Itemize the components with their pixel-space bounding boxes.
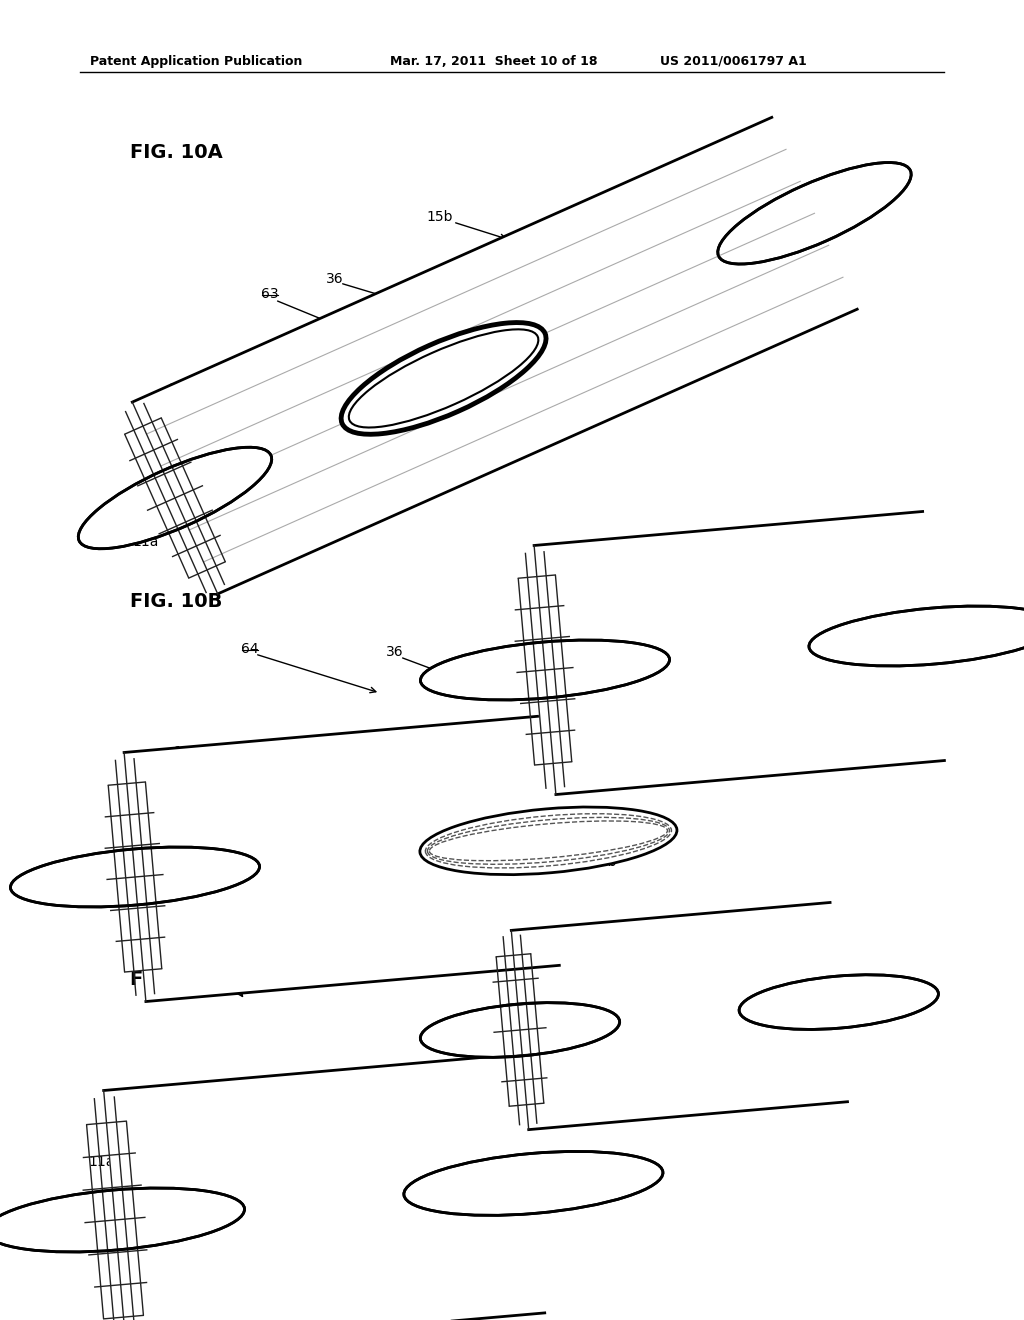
- Text: 11b: 11b: [750, 213, 776, 227]
- Text: FIG. 10A: FIG. 10A: [130, 143, 223, 162]
- Ellipse shape: [341, 322, 546, 434]
- Text: 64: 64: [242, 642, 259, 656]
- Ellipse shape: [421, 1003, 620, 1057]
- Polygon shape: [124, 717, 559, 1002]
- Text: 11b: 11b: [550, 1060, 577, 1074]
- Ellipse shape: [739, 974, 938, 1030]
- Text: 10b: 10b: [562, 618, 588, 632]
- Polygon shape: [535, 511, 944, 795]
- Text: 12: 12: [152, 920, 169, 935]
- Text: FIG. 10B: FIG. 10B: [130, 591, 222, 611]
- Text: 12: 12: [131, 1270, 148, 1284]
- Ellipse shape: [718, 162, 911, 264]
- Text: 11a: 11a: [89, 1155, 115, 1170]
- Text: 36: 36: [386, 645, 403, 659]
- Text: 10a: 10a: [222, 978, 248, 993]
- Ellipse shape: [809, 606, 1024, 667]
- Text: 11a: 11a: [132, 535, 159, 549]
- Ellipse shape: [424, 810, 673, 871]
- Ellipse shape: [403, 1151, 663, 1216]
- Ellipse shape: [10, 847, 259, 907]
- Polygon shape: [511, 903, 848, 1130]
- Text: 15a: 15a: [169, 381, 195, 396]
- Text: US 2011/0061797 A1: US 2011/0061797 A1: [660, 55, 807, 69]
- Text: 11a: 11a: [103, 867, 130, 880]
- Text: 36: 36: [327, 272, 344, 286]
- Text: 63: 63: [261, 286, 279, 301]
- Ellipse shape: [421, 640, 670, 700]
- Text: Mar. 17, 2011  Sheet 10 of 18: Mar. 17, 2011 Sheet 10 of 18: [390, 55, 597, 69]
- Text: 12: 12: [622, 1105, 639, 1119]
- Polygon shape: [103, 1053, 545, 1320]
- Text: 10a: 10a: [174, 744, 200, 759]
- Text: 10b: 10b: [590, 855, 616, 869]
- Ellipse shape: [78, 447, 271, 549]
- Text: 15b: 15b: [427, 210, 454, 224]
- Polygon shape: [132, 117, 857, 594]
- Ellipse shape: [420, 807, 677, 875]
- Text: Patent Application Publication: Patent Application Publication: [90, 55, 302, 69]
- Text: FIG. 10C: FIG. 10C: [130, 970, 222, 989]
- Ellipse shape: [0, 1188, 245, 1251]
